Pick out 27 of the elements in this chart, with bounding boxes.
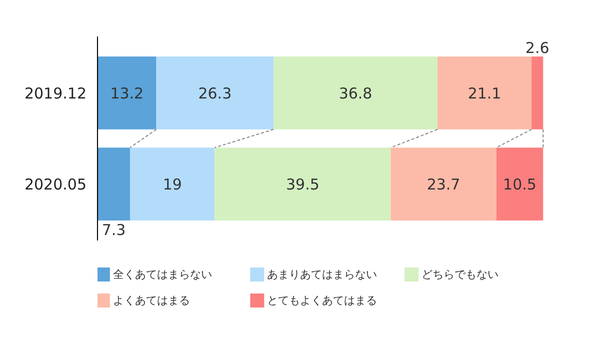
data-label: 7.3 xyxy=(102,221,126,240)
bar xyxy=(130,148,215,220)
data-label: 39.5 xyxy=(286,176,320,194)
bar xyxy=(98,148,130,220)
legend-label: どちらでもない xyxy=(422,268,498,281)
y-tick-label: 2020.05 xyxy=(24,176,86,194)
bar xyxy=(532,56,544,130)
data-label: 10.5 xyxy=(503,176,536,194)
legend-label: 全くあてはまらない xyxy=(112,268,212,281)
bar xyxy=(214,148,391,220)
data-label: 26.3 xyxy=(198,84,232,102)
data-label: 23.7 xyxy=(426,176,460,194)
data-label: 2.6 xyxy=(525,38,550,57)
bar xyxy=(390,148,496,220)
data-label: 19 xyxy=(162,176,182,194)
legend-label: あまりあてはまらない xyxy=(267,268,378,281)
data-label: 21.1 xyxy=(468,84,502,102)
bar xyxy=(98,56,156,130)
bar xyxy=(438,56,532,130)
bar xyxy=(156,56,274,130)
data-label: 36.8 xyxy=(338,84,372,102)
bar xyxy=(274,56,438,130)
data-label: 13.2 xyxy=(110,84,144,102)
legend-label: よくあてはまる xyxy=(112,294,190,307)
bar xyxy=(496,148,544,220)
legend-label: とてもよくあてはまる xyxy=(267,294,378,307)
y-tick-label: 2019.12 xyxy=(24,84,86,102)
